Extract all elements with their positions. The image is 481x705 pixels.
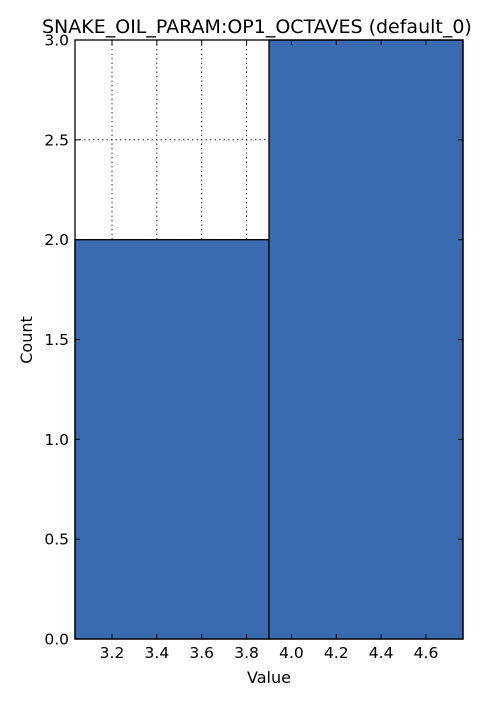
x-tick-label: 3.2 (100, 644, 125, 662)
x-ticks-layer: 3.2 3.4 3.6 3.8 4.0 4.2 4.4 4.6 (100, 40, 439, 662)
x-tick-label: 4.2 (324, 644, 349, 662)
histogram-bar (268, 39, 464, 640)
y-tick-label: 2.0 (44, 231, 69, 249)
x-tick-label: 4.6 (414, 644, 439, 662)
y-ticks-layer: 0.0 0.5 1.0 1.5 2.0 2.5 3.0 (44, 32, 463, 649)
x-tick-label: 3.4 (145, 644, 170, 662)
bars-layer (74, 39, 464, 640)
y-tick-label: 1.5 (44, 331, 69, 349)
chart-title: SNAKE_OIL_PARAM:OP1_OCTAVES (default_0) (42, 16, 472, 38)
y-tick-label: 3.0 (44, 32, 69, 50)
y-tick-label: 0.0 (44, 631, 69, 649)
x-axis-label: Value (247, 668, 291, 687)
x-tick-label: 3.8 (234, 644, 259, 662)
x-tick-label: 4.4 (369, 644, 394, 662)
x-tick-label: 4.0 (279, 644, 304, 662)
y-tick-label: 1.0 (44, 431, 69, 449)
y-axis-label: Count (17, 316, 36, 364)
y-tick-label: 0.5 (44, 531, 69, 549)
x-tick-label: 3.6 (189, 644, 214, 662)
y-tick-label: 2.5 (44, 131, 69, 149)
histogram-bar (74, 239, 270, 640)
